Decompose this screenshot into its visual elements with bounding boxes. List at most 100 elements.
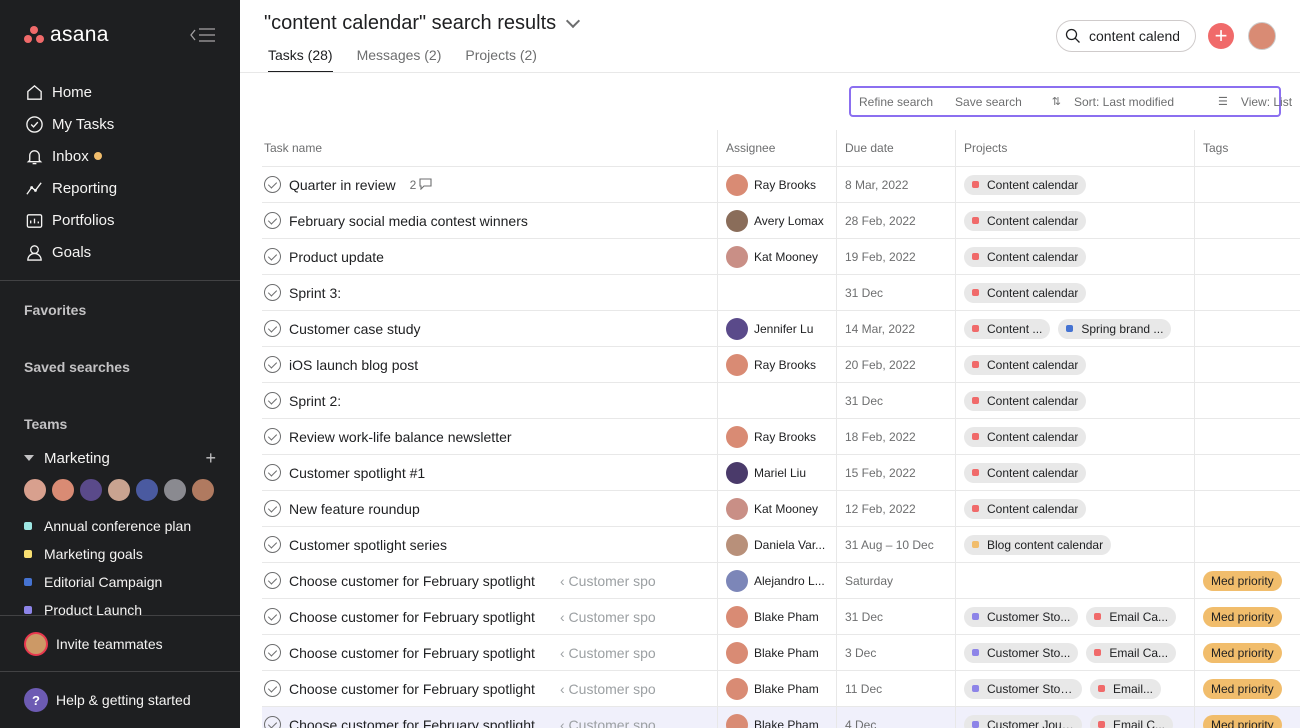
task-cell[interactable]: Review work-life balance newsletter: [262, 419, 717, 454]
help-button[interactable]: ? Help & getting started: [24, 688, 191, 712]
nav-inbox[interactable]: Inbox: [0, 140, 240, 172]
tag-pill[interactable]: Med priority: [1203, 714, 1282, 728]
table-row[interactable]: Choose customer for February spotlight ‹ …: [262, 707, 1300, 728]
complete-check-icon[interactable]: [264, 356, 281, 373]
tags-cell[interactable]: [1194, 167, 1300, 202]
task-cell[interactable]: February social media contest winners: [262, 203, 717, 238]
table-row[interactable]: Sprint 3: 31 Dec Content calendar: [262, 275, 1300, 311]
complete-check-icon[interactable]: [264, 644, 281, 661]
task-name[interactable]: Sprint 3:: [289, 284, 342, 301]
due-date-cell[interactable]: 12 Feb, 2022: [836, 491, 955, 526]
project-pill[interactable]: Content ...: [964, 318, 1051, 339]
parent-task-link[interactable]: ‹ Customer spo: [560, 680, 656, 697]
favorites-heading[interactable]: Favorites: [24, 302, 87, 318]
avatar[interactable]: [163, 478, 187, 502]
complete-check-icon[interactable]: [264, 536, 281, 553]
task-name[interactable]: Review work-life balance newsletter: [289, 428, 512, 445]
sidebar-project[interactable]: Annual conference plan: [24, 512, 191, 540]
due-date-cell[interactable]: 28 Feb, 2022: [836, 203, 955, 238]
task-name[interactable]: February social media contest winners: [289, 212, 528, 229]
task-name[interactable]: Customer spotlight #1: [289, 464, 426, 481]
teams-heading[interactable]: Teams: [24, 416, 68, 432]
expand-triangle-icon[interactable]: [24, 455, 34, 461]
parent-task-link[interactable]: ‹ Customer spo: [560, 644, 656, 661]
tags-cell[interactable]: Med priority: [1194, 599, 1300, 634]
table-row[interactable]: iOS launch blog post Ray Brooks 20 Feb, 20…: [262, 347, 1300, 383]
avatar[interactable]: [79, 478, 103, 502]
due-date-cell[interactable]: 4 Dec: [836, 707, 955, 728]
complete-check-icon[interactable]: [264, 284, 281, 301]
avatar[interactable]: [191, 478, 215, 502]
table-row[interactable]: Customer case study Jennifer Lu 14 Mar, 20…: [262, 311, 1300, 347]
task-name[interactable]: iOS launch blog post: [289, 356, 419, 373]
complete-check-icon[interactable]: [264, 212, 281, 229]
view-button[interactable]: ☰ View: List: [1210, 95, 1300, 109]
tags-cell[interactable]: Med priority: [1194, 707, 1300, 728]
table-row[interactable]: Choose customer for February spotlight ‹ …: [262, 635, 1300, 671]
assignee-cell[interactable]: [717, 275, 836, 310]
tag-pill[interactable]: Med priority: [1203, 642, 1282, 663]
avatar[interactable]: [107, 478, 131, 502]
nav-goals[interactable]: Goals: [0, 236, 240, 268]
asana-logo[interactable]: asana: [24, 23, 109, 46]
task-cell[interactable]: Customer spotlight series: [262, 527, 717, 562]
table-row[interactable]: Customer spotlight series Daniela Var... 3…: [262, 527, 1300, 563]
project-pill[interactable]: Content calendar: [964, 462, 1087, 483]
projects-cell[interactable]: Content calendar: [955, 491, 1194, 526]
task-cell[interactable]: Choose customer for February spotlight ‹ …: [262, 671, 717, 706]
task-cell[interactable]: Customer spotlight #1: [262, 455, 717, 490]
complete-check-icon[interactable]: [264, 428, 281, 445]
avatar[interactable]: [51, 478, 75, 502]
complete-check-icon[interactable]: [264, 572, 281, 589]
column-header-due-date[interactable]: Due date: [836, 130, 955, 166]
due-date-cell[interactable]: 31 Aug – 10 Dec: [836, 527, 955, 562]
task-name[interactable]: Customer case study: [289, 320, 421, 337]
complete-check-icon[interactable]: [264, 500, 281, 517]
project-pill[interactable]: Content calendar: [964, 174, 1087, 195]
projects-cell[interactable]: Content calendar: [955, 347, 1194, 382]
assignee-cell[interactable]: Avery Lomax: [717, 203, 836, 238]
project-pill[interactable]: Customer Stories...: [964, 678, 1082, 699]
task-cell[interactable]: Choose customer for February spotlight ‹ …: [262, 707, 717, 728]
project-pill[interactable]: Email Ca...: [1086, 642, 1177, 663]
complete-check-icon[interactable]: [264, 176, 281, 193]
table-row[interactable]: Quarter in review 2 Ray Brooks 8 Mar, 2022 C…: [262, 167, 1300, 203]
tag-pill[interactable]: Med priority: [1203, 570, 1282, 591]
search-box[interactable]: [1056, 20, 1196, 52]
assignee-cell[interactable]: Alejandro L...: [717, 563, 836, 598]
complete-check-icon[interactable]: [264, 608, 281, 625]
task-cell[interactable]: Choose customer for February spotlight ‹ …: [262, 563, 717, 598]
saved-searches-heading[interactable]: Saved searches: [24, 359, 130, 375]
task-cell[interactable]: New feature roundup: [262, 491, 717, 526]
project-pill[interactable]: Content calendar: [964, 282, 1087, 303]
assignee-cell[interactable]: Mariel Liu: [717, 455, 836, 490]
projects-cell[interactable]: Customer Jour... Email C...: [955, 707, 1194, 728]
complete-check-icon[interactable]: [264, 680, 281, 697]
assignee-cell[interactable]: Daniela Var...: [717, 527, 836, 562]
projects-cell[interactable]: Content calendar: [955, 203, 1194, 238]
avatar[interactable]: [135, 478, 159, 502]
task-cell[interactable]: Choose customer for February spotlight ‹ …: [262, 599, 717, 634]
invite-teammates-button[interactable]: Invite teammates: [24, 632, 163, 656]
projects-cell[interactable]: Content calendar: [955, 239, 1194, 274]
chevron-down-icon[interactable]: [566, 13, 581, 28]
parent-task-link[interactable]: ‹ Customer spo: [560, 716, 656, 728]
tag-pill[interactable]: Med priority: [1203, 678, 1282, 699]
project-pill[interactable]: Email C...: [1090, 714, 1174, 728]
column-header-assignee[interactable]: Assignee: [717, 130, 836, 166]
avatar[interactable]: [23, 478, 47, 502]
due-date-cell[interactable]: 20 Feb, 2022: [836, 347, 955, 382]
assignee-cell[interactable]: [717, 383, 836, 418]
projects-cell[interactable]: Blog content calendar: [955, 527, 1194, 562]
table-row[interactable]: Choose customer for February spotlight ‹ …: [262, 599, 1300, 635]
tags-cell[interactable]: [1194, 239, 1300, 274]
user-avatar[interactable]: [1248, 22, 1276, 50]
project-pill[interactable]: Blog content calendar: [964, 534, 1112, 555]
due-date-cell[interactable]: 14 Mar, 2022: [836, 311, 955, 346]
due-date-cell[interactable]: 8 Mar, 2022: [836, 167, 955, 202]
table-row[interactable]: Customer spotlight #1 Mariel Liu 15 Feb, 2…: [262, 455, 1300, 491]
project-pill[interactable]: Content calendar: [964, 210, 1087, 231]
due-date-cell[interactable]: 18 Feb, 2022: [836, 419, 955, 454]
table-row[interactable]: February social media contest winners Ave…: [262, 203, 1300, 239]
table-row[interactable]: Choose customer for February spotlight ‹ …: [262, 563, 1300, 599]
